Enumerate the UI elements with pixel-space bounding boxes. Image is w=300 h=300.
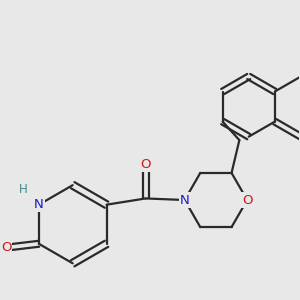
Text: N: N (180, 194, 190, 206)
Text: H: H (19, 183, 28, 196)
Text: N: N (34, 198, 44, 211)
Text: O: O (242, 194, 252, 206)
Text: O: O (1, 241, 11, 254)
Text: O: O (140, 158, 151, 171)
